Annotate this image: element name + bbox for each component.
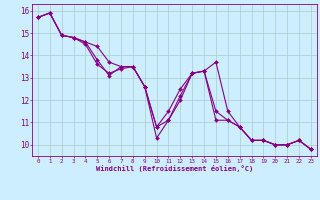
X-axis label: Windchill (Refroidissement éolien,°C): Windchill (Refroidissement éolien,°C) <box>96 165 253 172</box>
